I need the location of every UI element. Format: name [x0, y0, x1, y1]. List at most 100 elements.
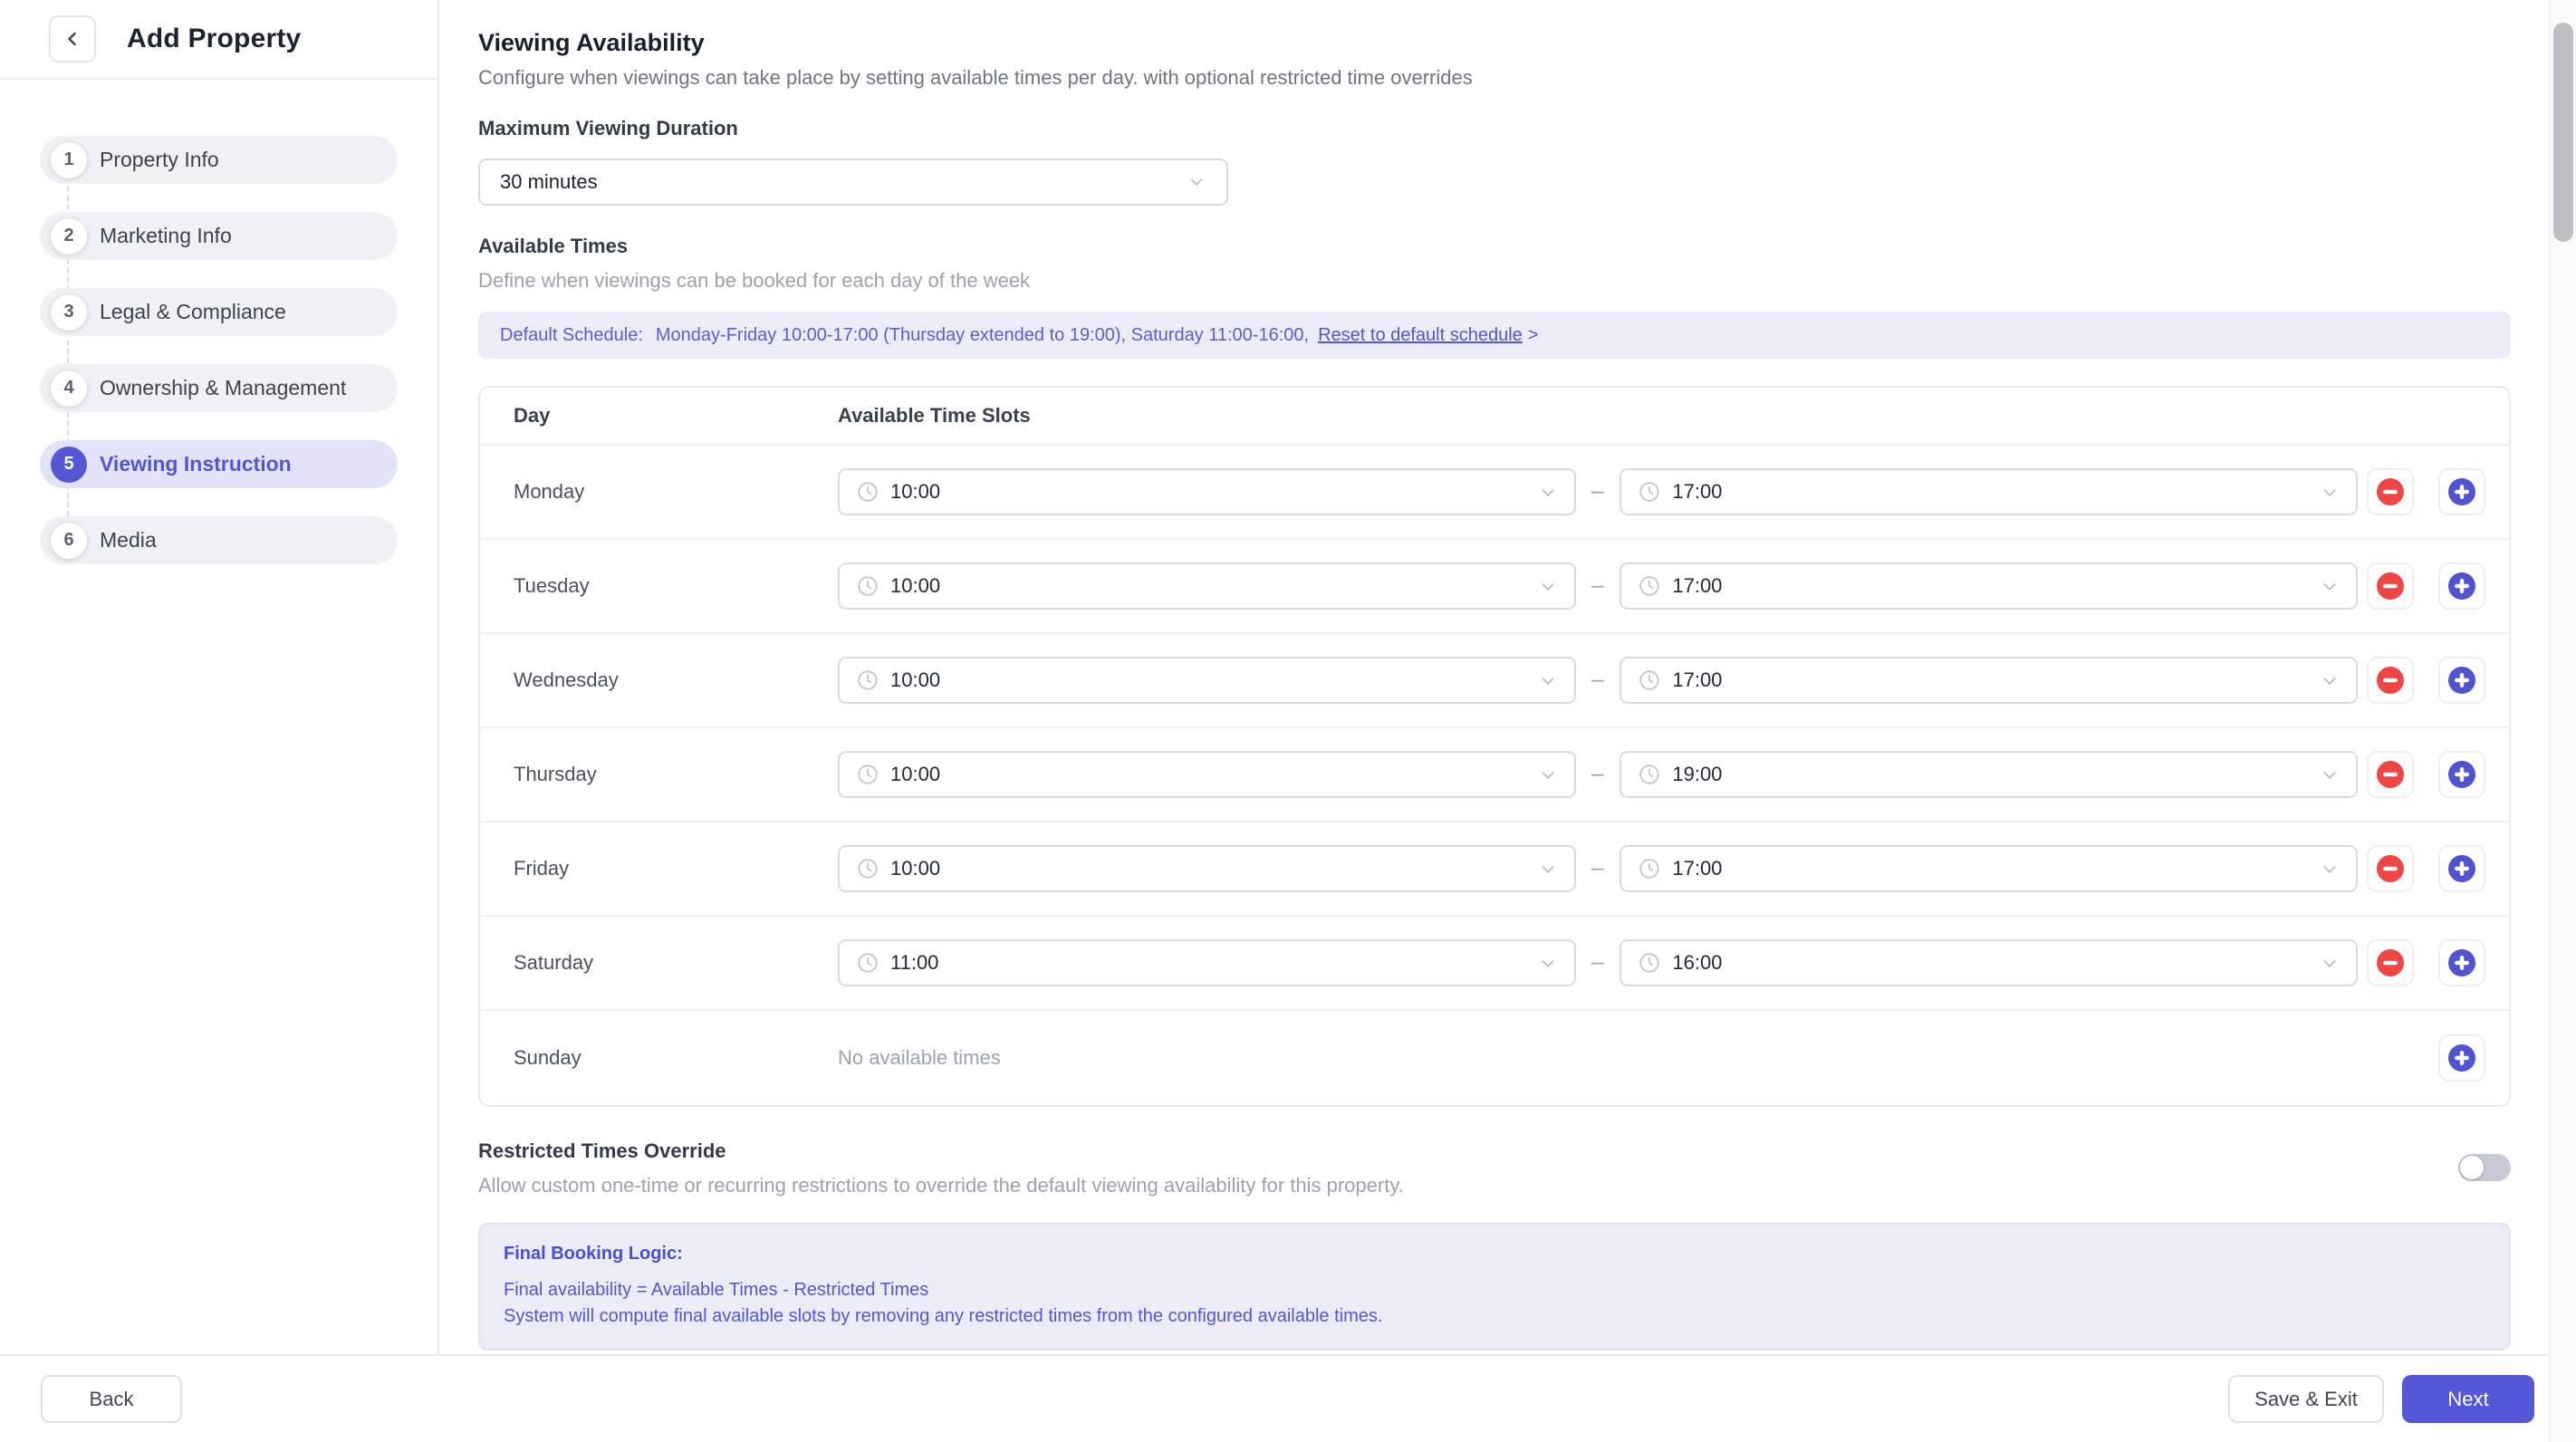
- page-scrollbar-thumb[interactable]: [2553, 23, 2573, 242]
- step-number-badge: 4: [51, 370, 87, 407]
- sidebar-step-viewing-instruction[interactable]: 5 Viewing Instruction: [40, 440, 398, 488]
- steps-list: 1 Property Info 2 Marketing Info 3 Legal…: [0, 136, 437, 564]
- end-time-select[interactable]: 16:00: [1620, 939, 2359, 986]
- remove-slot-button[interactable]: [2367, 468, 2414, 515]
- add-slot-button[interactable]: [2438, 468, 2485, 515]
- plus-circle-icon: [2448, 478, 2475, 505]
- clock-icon: [1639, 859, 1660, 879]
- start-time-select[interactable]: 10:00: [838, 468, 1576, 515]
- remove-slot-button[interactable]: [2367, 845, 2414, 892]
- chevron-down-icon: [2323, 489, 2336, 497]
- back-button[interactable]: [49, 15, 96, 62]
- table-row-wednesday: Wednesday 10:00 – 17:00: [480, 634, 2509, 728]
- sidebar-step-property-info[interactable]: 1 Property Info: [40, 136, 398, 184]
- sidebar-step-legal-compliance[interactable]: 3 Legal & Compliance: [40, 288, 398, 336]
- sidebar-step-marketing-info[interactable]: 2 Marketing Info: [40, 212, 398, 260]
- day-label: Sunday: [514, 1046, 582, 1069]
- restricted-desc: Allow custom one-time or recurring restr…: [478, 1174, 1404, 1197]
- add-slot-button[interactable]: [2438, 1034, 2485, 1082]
- section-subtitle: Configure when viewings can take place b…: [478, 66, 1473, 89]
- banner-prefix: Default Schedule:: [500, 324, 643, 345]
- end-time-select[interactable]: 17:00: [1620, 468, 2359, 515]
- duration-select[interactable]: 30 minutes: [478, 159, 1228, 206]
- end-time-value: 17:00: [1672, 668, 1723, 691]
- row-actions: [2367, 468, 2485, 515]
- section-title: Viewing Availability: [478, 29, 705, 56]
- time-slot-cell: 10:00 – 17:00: [838, 657, 2509, 704]
- restricted-toggle[interactable]: [2458, 1154, 2511, 1181]
- minus-circle-icon: [2377, 761, 2404, 788]
- table-row-friday: Friday 10:00 – 17:00: [480, 822, 2509, 917]
- end-time-value: 17:00: [1672, 857, 1723, 880]
- end-time-select[interactable]: 17:00: [1620, 657, 2359, 704]
- time-range-separator: –: [1591, 856, 1604, 880]
- end-time-select[interactable]: 17:00: [1620, 562, 2359, 610]
- chevron-down-icon: [2323, 866, 2336, 874]
- chevron-down-icon: [2323, 960, 2336, 968]
- day-label: Monday: [514, 480, 585, 503]
- time-range-separator: –: [1591, 668, 1604, 692]
- clock-icon: [858, 670, 878, 690]
- add-slot-button[interactable]: [2438, 939, 2485, 986]
- default-schedule-banner: Default Schedule: Monday-Friday 10:00-17…: [478, 312, 2511, 359]
- column-header-day: Day: [514, 404, 551, 427]
- slots-table-body: Monday 10:00 – 17:00 Tues: [480, 446, 2509, 1105]
- step-label: Legal & Compliance: [100, 300, 286, 323]
- remove-slot-button[interactable]: [2367, 657, 2414, 704]
- end-time-select[interactable]: 17:00: [1620, 845, 2359, 892]
- add-slot-button[interactable]: [2438, 657, 2485, 704]
- no-times-text: No available times: [838, 1046, 1001, 1069]
- start-time-select[interactable]: 10:00: [838, 751, 1576, 798]
- start-time-select[interactable]: 11:00: [838, 939, 1576, 986]
- available-times-label: Available Times: [478, 235, 629, 257]
- start-time-select[interactable]: 10:00: [838, 657, 1576, 704]
- next-button[interactable]: Next: [2402, 1375, 2534, 1423]
- start-time-value: 11:00: [890, 951, 939, 974]
- step-number-badge: 2: [51, 217, 87, 255]
- row-actions: [2367, 657, 2485, 704]
- clock-icon: [1639, 576, 1660, 596]
- start-time-select[interactable]: 10:00: [838, 845, 1576, 892]
- sidebar-step-media[interactable]: 6 Media: [40, 516, 398, 564]
- day-label: Saturday: [514, 951, 594, 974]
- toggle-knob: [2460, 1156, 2484, 1179]
- minus-circle-icon: [2377, 949, 2404, 976]
- time-range-separator: –: [1591, 762, 1604, 786]
- table-row-tuesday: Tuesday 10:00 – 17:00: [480, 540, 2509, 634]
- save-exit-button[interactable]: Save & Exit: [2228, 1375, 2384, 1423]
- start-time-select[interactable]: 10:00: [838, 562, 1576, 610]
- available-times-desc: Define when viewings can be booked for e…: [478, 269, 1031, 292]
- clock-icon: [1639, 482, 1660, 502]
- table-row-monday: Monday 10:00 – 17:00: [480, 446, 2509, 540]
- add-slot-button[interactable]: [2438, 845, 2485, 892]
- step-label: Media: [100, 528, 157, 552]
- table-row-saturday: Saturday 11:00 – 16:00: [480, 917, 2509, 1011]
- add-slot-button[interactable]: [2438, 751, 2485, 798]
- row-actions: [2367, 751, 2485, 798]
- steps-connector-line: [67, 159, 69, 543]
- remove-slot-button[interactable]: [2367, 939, 2414, 986]
- chevron-down-icon: [1542, 678, 1554, 686]
- sidebar-header: Add Property: [0, 0, 437, 80]
- start-time-value: 10:00: [890, 480, 941, 503]
- reset-schedule-link[interactable]: Reset to default schedule: [1318, 324, 1523, 345]
- chevron-down-icon: [1542, 772, 1554, 780]
- chevron-down-icon: [2323, 772, 2336, 780]
- time-range-separator: –: [1591, 950, 1604, 975]
- logic-explanation: System will compute final available slot…: [504, 1306, 1383, 1326]
- add-slot-button[interactable]: [2438, 562, 2485, 610]
- end-time-select[interactable]: 19:00: [1620, 751, 2359, 798]
- start-time-value: 10:00: [890, 574, 941, 597]
- sidebar-step-ownership-management[interactable]: 4 Ownership & Management: [40, 364, 398, 412]
- page-title: Add Property: [127, 24, 302, 53]
- remove-slot-button[interactable]: [2367, 562, 2414, 610]
- back-step-button[interactable]: Back: [41, 1375, 182, 1423]
- step-label: Marketing Info: [100, 224, 232, 247]
- restricted-section: Restricted Times Override Allow custom o…: [478, 1139, 2511, 1197]
- logic-formula: Final availability = Available Times - R…: [504, 1280, 929, 1300]
- remove-slot-button[interactable]: [2367, 751, 2414, 798]
- clock-icon: [1639, 764, 1660, 784]
- banner-schedule: Monday-Friday 10:00-17:00 (Thursday exte…: [655, 324, 1310, 345]
- plus-circle-icon: [2448, 667, 2475, 694]
- step-label: Viewing Instruction: [100, 452, 292, 476]
